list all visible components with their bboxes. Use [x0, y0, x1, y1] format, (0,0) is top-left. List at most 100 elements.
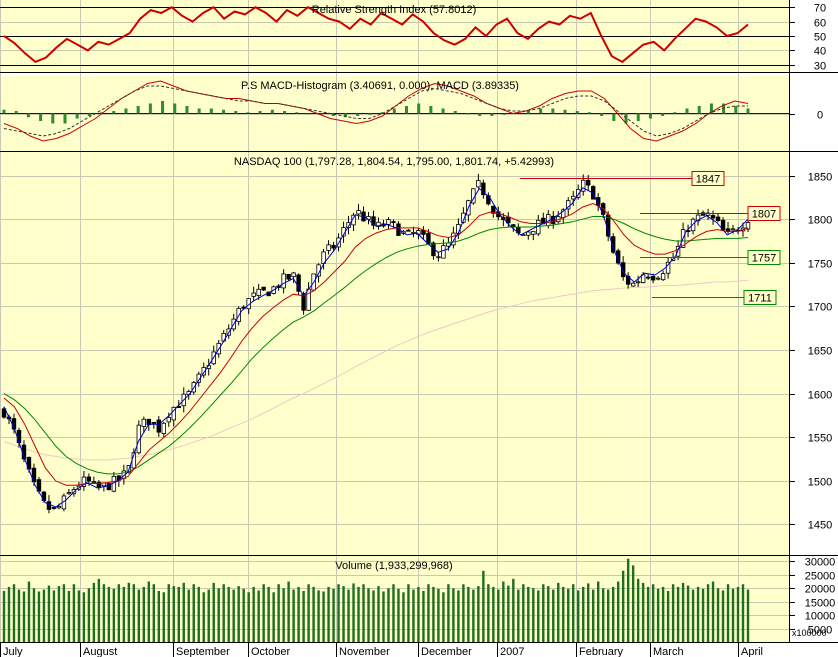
candle-body — [166, 417, 171, 423]
macd-histogram-bar — [551, 108, 555, 114]
macd-histogram-bar — [661, 113, 665, 116]
volume-bar — [412, 589, 415, 642]
price-y-tick-label: 1600 — [808, 390, 832, 402]
volume-bar — [621, 570, 625, 642]
candle-body — [346, 222, 351, 229]
macd-histogram-bar — [380, 112, 384, 114]
macd-histogram-bar — [490, 113, 494, 116]
macd-histogram-bar — [26, 113, 30, 118]
volume-bar — [597, 581, 600, 642]
volume-bar — [447, 584, 450, 642]
candle-body — [136, 424, 142, 454]
volume-bar — [402, 592, 405, 642]
candle-body — [81, 476, 87, 487]
volume-bar — [462, 584, 465, 642]
candle-body — [531, 231, 536, 235]
volume-bar — [82, 592, 86, 642]
macd-histogram-bar — [283, 111, 287, 114]
volume-bar — [661, 586, 665, 642]
volume-bar — [232, 589, 235, 642]
volume-bar — [387, 588, 390, 642]
volume-bar — [227, 586, 230, 642]
candle-body — [526, 231, 531, 236]
macd-histogram-bar — [539, 108, 543, 114]
volume-bar — [57, 586, 61, 642]
macd-title: P.S MACD-Histogram (3.40691, 0.000), MAC… — [241, 80, 519, 92]
rsi-layer — [0, 5, 789, 66]
month-label: February — [579, 646, 624, 657]
price-panel — [0, 152, 789, 555]
volume-bar — [407, 584, 410, 642]
macd-histogram-bar — [270, 109, 274, 114]
moving-average-mid — [3, 202, 749, 486]
month-label: September — [176, 646, 230, 657]
volume-bar — [357, 586, 360, 642]
macd-histogram-bar — [392, 108, 396, 114]
price-y-tick-label: 1850 — [808, 172, 832, 184]
macd-histogram-bar — [612, 113, 616, 121]
volume-y-tick-label: 25000 — [805, 571, 836, 583]
price-y-tick-label: 1650 — [808, 346, 832, 358]
macd-histogram-bar — [624, 113, 628, 124]
volume-bar — [152, 584, 155, 642]
level-box-1757 — [747, 250, 781, 265]
volume-bar — [382, 591, 385, 642]
volume-bar — [636, 578, 640, 642]
macd-histogram-bar — [587, 112, 591, 114]
candle-body — [251, 292, 256, 297]
volume-bar — [457, 590, 460, 642]
candle-body — [141, 418, 147, 427]
volume-y-tick-label: 20000 — [805, 584, 836, 596]
rsi-line — [3, 5, 749, 64]
price-y-tick-label: 1750 — [808, 259, 832, 271]
candle-body — [481, 182, 486, 196]
volume-bar — [267, 586, 270, 642]
volume-bar — [2, 590, 6, 642]
volume-bar — [492, 586, 495, 642]
macd-histogram-bar — [417, 103, 421, 114]
volume-bar — [92, 582, 96, 642]
volume-bar — [562, 586, 565, 642]
volume-bar — [52, 590, 56, 642]
volume-bar — [502, 581, 505, 642]
candle-body — [171, 406, 176, 421]
candle-body — [201, 367, 206, 376]
volume-bar — [112, 588, 116, 642]
candle-body — [645, 276, 651, 279]
volume-bar — [42, 589, 46, 642]
volume-bar — [437, 588, 440, 642]
rsi-y-tick-label: 40 — [814, 46, 826, 58]
candle-body — [106, 483, 112, 491]
macd-histogram-bar — [258, 111, 262, 114]
month-label: August — [83, 646, 117, 657]
volume-bar — [696, 586, 700, 642]
volume-bar — [497, 589, 500, 642]
candle-body — [446, 242, 451, 247]
macd-histogram-bar — [465, 113, 469, 115]
volume-bar — [217, 588, 220, 642]
candle-body — [655, 277, 661, 280]
volume-bar — [487, 584, 490, 642]
volume-bar — [676, 586, 680, 642]
volume-bar — [701, 588, 705, 642]
candle-body — [156, 419, 161, 433]
volume-bar — [651, 584, 655, 642]
candle-body — [326, 244, 331, 251]
macd-histogram-bar — [87, 113, 91, 116]
macd-histogram-bar — [526, 111, 530, 114]
volume-bar — [17, 589, 21, 642]
macd-histogram-bar — [685, 108, 689, 114]
macd-histogram-bar — [185, 106, 189, 114]
volume-bar — [626, 558, 630, 642]
candle-body — [56, 506, 62, 509]
volume-bar — [547, 586, 550, 642]
volume-bar — [262, 584, 265, 642]
candle-body — [51, 507, 57, 509]
macd-histogram-bar — [112, 111, 116, 114]
macd-layer — [0, 80, 789, 142]
macd-histogram-bar — [51, 113, 55, 124]
volume-bar — [97, 578, 101, 642]
candle-body — [436, 256, 441, 259]
macd-histogram-bar — [148, 103, 152, 114]
volume-bar — [77, 590, 81, 642]
